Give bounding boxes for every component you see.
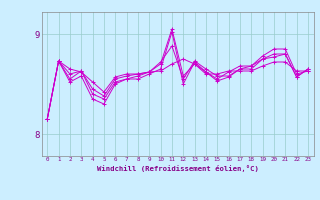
X-axis label: Windchill (Refroidissement éolien,°C): Windchill (Refroidissement éolien,°C) — [97, 165, 259, 172]
